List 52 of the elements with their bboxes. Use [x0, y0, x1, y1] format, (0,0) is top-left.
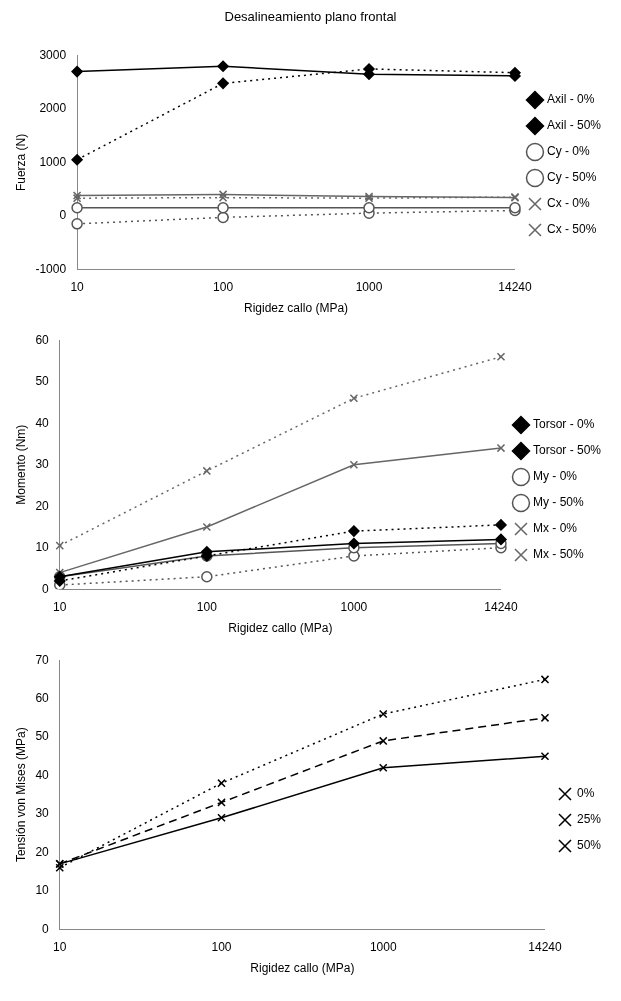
x-axis-title: Rigidez callo (MPa)	[228, 621, 333, 636]
legend-label: Torsor - 0%	[532, 417, 595, 432]
legend-label: Cx - 50%	[546, 222, 597, 237]
x-tick-label: 1000	[340, 599, 368, 614]
legend-label: 50%	[576, 838, 602, 853]
legend-label: Cy - 0%	[546, 144, 590, 159]
y-tick-label: 60	[35, 332, 50, 347]
x-tick-label: 100	[196, 599, 218, 614]
y-tick-label: 60	[35, 690, 50, 705]
y-tick-label: -1000	[35, 261, 67, 276]
y-tick-label: 70	[35, 652, 50, 667]
x-tick-label: 10	[70, 279, 85, 294]
y-axis-title: Tensión von Mises (MPa)	[13, 727, 28, 863]
x-tick-label: 14240	[528, 939, 562, 954]
y-tick-label: 1000	[39, 154, 67, 169]
y-tick-label: 10	[35, 540, 50, 555]
legend-label: Axil - 0%	[546, 92, 595, 107]
y-tick-label: 3000	[39, 47, 67, 62]
y-tick-label: 2000	[39, 101, 67, 116]
y-tick-label: 0	[42, 581, 50, 596]
chart-title: Desalineamiento plano frontal	[224, 9, 397, 25]
y-tick-label: 10	[35, 883, 50, 898]
y-tick-label: 0	[59, 208, 67, 223]
x-tick-label: 14240	[484, 599, 518, 614]
x-tick-label: 1000	[355, 279, 383, 294]
y-axis-title: Momento (Nm)	[13, 424, 28, 505]
y-tick-label: 40	[35, 415, 50, 430]
x-tick-label: 14240	[498, 279, 532, 294]
x-tick-label: 100	[213, 279, 234, 294]
y-tick-label: 20	[35, 498, 50, 513]
legend-label: Cy - 50%	[546, 170, 597, 185]
x-tick-label: 100	[211, 939, 232, 954]
x-axis-title: Rigidez callo (MPa)	[244, 301, 349, 316]
y-tick-label: 0	[42, 921, 50, 936]
legend-label: 0%	[576, 786, 595, 801]
legend-label: 25%	[576, 812, 602, 827]
legend-label: Cx - 0%	[546, 196, 590, 211]
legend-label: My - 0%	[532, 469, 578, 484]
y-tick-label: 30	[35, 457, 50, 472]
y-tick-label: 20	[35, 844, 50, 859]
y-tick-label: 40	[35, 767, 50, 782]
y-tick-label: 50	[35, 729, 50, 744]
x-tick-label: 1000	[369, 939, 397, 954]
legend-label: Axil - 50%	[546, 118, 602, 133]
legend-label: Mx - 0%	[532, 521, 578, 536]
x-axis-title: Rigidez callo (MPa)	[250, 961, 355, 976]
y-axis-title: Fuerza (N)	[13, 133, 28, 192]
y-tick-label: 30	[35, 806, 50, 821]
legend-label: Mx - 50%	[532, 547, 584, 562]
y-tick-label: 50	[35, 374, 50, 389]
legend-label: Torsor - 50%	[532, 443, 602, 458]
legend-label: My - 50%	[532, 495, 584, 510]
